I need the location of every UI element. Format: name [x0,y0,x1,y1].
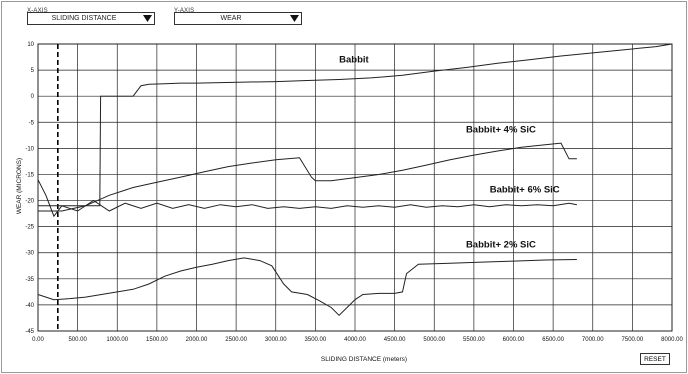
x-tick-label: 500.00 [68,337,87,343]
y-tick-label: 10 [27,42,34,48]
y-tick-label: -40 [25,303,34,309]
x-tick-label: 2000.00 [186,337,208,343]
series-line [37,257,577,317]
chevron-down-icon [287,15,301,22]
x-tick-label: 3500.00 [305,337,327,343]
y-tick-label: 0 [31,94,35,100]
series-annotation: Babbit+ 2% SiC [466,240,536,251]
x-axis-caption: X-AXIS [27,8,48,14]
x-axis-dropdown[interactable]: SLIDING DISTANCE [27,12,155,25]
y-tick-label: 5 [31,68,35,74]
chevron-down-icon [140,15,154,22]
y-axis-dropdown[interactable]: WEAR [174,12,302,25]
x-tick-label: 5000.00 [423,337,445,343]
x-tick-label: 1000.00 [106,337,128,343]
series-line [37,179,577,218]
y-axis-title: WEAR (MICRONS) [16,158,23,214]
x-tick-label: 7500.00 [622,337,644,343]
y-tick-label: -35 [25,277,34,283]
y-tick-label: -20 [25,199,34,205]
y-axis-caption: Y-AXIS [174,8,195,14]
x-axis-selector-group: X-AXIS [27,8,48,14]
x-tick-label: 8000.00 [661,337,683,343]
y-tick-label: -10 [25,146,34,152]
chart-annotations: Babbit Babbit+ 4% SiC Babbit+ 6% SiC Babbit… [339,54,560,250]
chart-axes: 0.00 500.00 1000.00 1500.00 2000.00 2500.00 30… [25,42,683,343]
x-tick-label: 6500.00 [542,337,564,343]
series-line [38,43,673,207]
series-annotation: Babbit+ 6% SiC [490,185,560,196]
series-annotation: Babbit+ 4% SiC [466,125,536,136]
x-tick-label: 3000.00 [265,337,287,343]
x-axis-title: SLIDING DISTANCE (meters) [321,356,407,363]
x-tick-label: 1500.00 [146,337,168,343]
x-tick-label: 4500.00 [384,337,406,343]
y-tick-label: -30 [25,251,34,257]
x-tick-label: 7000.00 [582,337,604,343]
x-tick-label: 2500.00 [225,337,247,343]
y-axis-selector-group: Y-AXIS [174,8,194,14]
y-tick-label: -5 [29,120,35,126]
y-tick-label: -15 [25,172,34,178]
x-tick-label: 4000.00 [344,337,366,343]
reset-button[interactable]: RESET [640,353,670,365]
chart-series [37,43,673,317]
y-axis-dropdown-value: WEAR [220,15,242,22]
x-tick-label: 6000.00 [503,337,525,343]
y-tick-label: -25 [25,225,34,231]
series-line [38,142,577,212]
chart-grid [37,43,673,332]
series-annotation: Babbit [339,54,369,65]
x-tick-label: 0.00 [32,337,44,343]
x-axis-dropdown-value: SLIDING DISTANCE [51,15,117,22]
x-tick-label: 5500.00 [463,337,485,343]
y-tick-label: -45 [25,329,34,335]
